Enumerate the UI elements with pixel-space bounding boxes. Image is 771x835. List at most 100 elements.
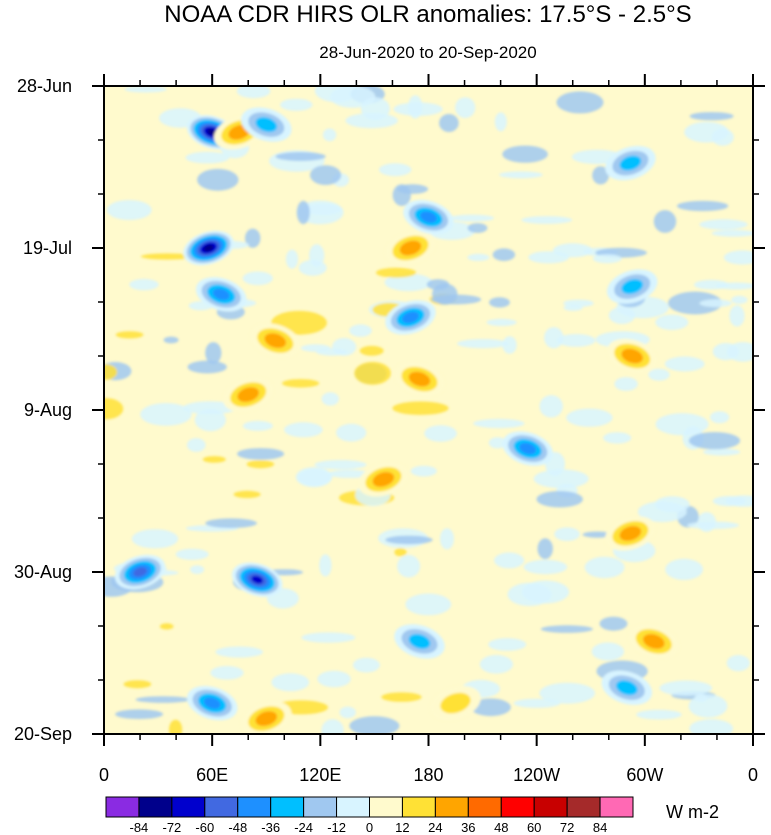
texture-blob: [540, 625, 593, 633]
contour-level: [621, 279, 643, 295]
texture-blob: [379, 163, 412, 177]
contour-level: [255, 711, 278, 727]
contour-level: [203, 697, 221, 709]
colorbar-swatch: [401, 796, 436, 818]
x-axis: 0 60E 120E 180 120W 60W 0: [99, 74, 758, 785]
contour-level: [133, 567, 147, 577]
chart-title: NOAA CDR HIRS OLR anomalies: 17.5°S - 2.…: [164, 1, 691, 28]
texture-blob: [405, 593, 452, 616]
anomaly-feature: [601, 670, 653, 705]
texture-blob: [284, 422, 323, 438]
texture-blob: [115, 709, 164, 719]
texture-blob: [297, 468, 332, 487]
colorbar-swatch: [369, 796, 403, 818]
texture-blob: [319, 554, 332, 577]
anomaly-feature: [605, 516, 656, 551]
colorbar-level-label: 0: [366, 820, 373, 835]
texture-blob: [467, 253, 490, 261]
y-tick-label: 30-Aug: [14, 562, 72, 582]
colorbar-swatch: [138, 796, 173, 818]
colorbar-level-label: 84: [593, 820, 607, 835]
texture-blob: [591, 642, 625, 661]
texture-blob: [376, 267, 417, 278]
texture-blob: [115, 331, 144, 339]
contour-level: [402, 311, 419, 324]
texture-blob: [392, 184, 411, 207]
contour-level: [372, 471, 395, 487]
texture-blob: [664, 356, 705, 372]
texture-blob: [449, 214, 495, 222]
texture-blob: [473, 418, 525, 429]
contour-level: [621, 348, 643, 364]
texture-blob: [677, 200, 729, 212]
colorbar-level-label: -24: [294, 820, 313, 835]
texture-blob: [592, 254, 622, 264]
plot-area: [103, 85, 754, 735]
texture-blob: [689, 112, 734, 121]
anomaly-feature: [358, 462, 409, 497]
texture-blob: [659, 680, 713, 696]
texture-blob: [699, 299, 732, 308]
texture-blob: [653, 210, 677, 233]
texture-blob: [599, 616, 628, 631]
anomaly-feature: [114, 554, 166, 590]
texture-blob: [563, 299, 594, 307]
texture-blob: [106, 200, 152, 220]
texture-blob: [502, 145, 548, 163]
texture-blob: [280, 98, 313, 111]
texture-blob: [584, 556, 625, 579]
anomaly-feature: [502, 431, 553, 466]
y-tick-label: 9-Aug: [24, 400, 72, 420]
texture-blob: [304, 203, 342, 216]
texture-blob: [726, 655, 750, 672]
colorbar-swatch: [566, 796, 601, 818]
texture-blob: [316, 348, 348, 356]
texture-blob: [637, 501, 687, 523]
texture-blob: [339, 706, 356, 719]
colorbar-level-label: 60: [527, 820, 541, 835]
texture-blob: [687, 521, 740, 530]
texture-blob: [489, 297, 510, 308]
texture-blob: [275, 152, 326, 161]
texture-blob: [245, 228, 261, 248]
texture-blob: [169, 719, 183, 734]
texture-blob: [314, 460, 367, 470]
texture-blob: [729, 305, 745, 327]
texture-blob: [494, 552, 525, 569]
colorbar-swatch: [467, 796, 502, 818]
texture-blob: [488, 437, 507, 449]
colorbar-level-label: 24: [428, 820, 442, 835]
texture-blob: [554, 527, 580, 541]
texture-blob: [242, 420, 273, 431]
texture-blob: [185, 151, 230, 164]
texture-blob: [321, 392, 339, 406]
texture-blob: [710, 411, 730, 424]
colorbar-swatch: [171, 796, 206, 818]
x-tick-label: 0: [748, 765, 758, 785]
texture-blob: [310, 165, 342, 186]
anomaly-feature: [430, 685, 481, 721]
anomaly-feature: [394, 361, 445, 397]
anomaly-feature: [195, 277, 247, 312]
texture-blob: [536, 491, 583, 508]
colorbar-swatch: [599, 796, 634, 818]
texture-blob: [410, 465, 437, 477]
colorbar-swatch: [434, 796, 469, 818]
texture-blob: [592, 166, 609, 185]
texture-blob: [392, 401, 449, 415]
x-tick-label: 180: [413, 765, 443, 785]
texture-blob: [187, 438, 206, 452]
texture-blob: [408, 95, 423, 119]
texture-blob: [430, 294, 482, 305]
texture-blob: [494, 112, 507, 132]
texture-blob: [502, 336, 517, 354]
contour-level: [408, 633, 431, 649]
texture-blob: [104, 364, 118, 380]
texture-blob: [317, 670, 351, 688]
texture-blob: [689, 719, 734, 734]
texture-blob: [349, 716, 400, 734]
texture-blob: [715, 282, 753, 290]
anomaly-field: [104, 86, 753, 734]
texture-blob: [533, 469, 589, 489]
